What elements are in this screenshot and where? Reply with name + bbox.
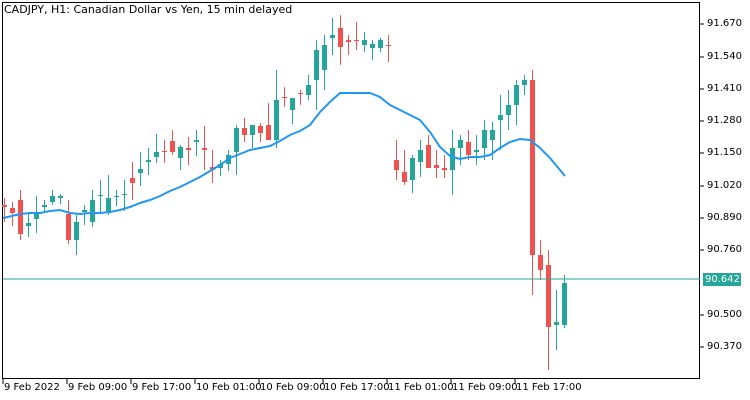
candle (338, 28, 343, 47)
candle (202, 148, 207, 150)
candle (250, 125, 255, 135)
candle (330, 35, 335, 38)
candle (154, 152, 159, 157)
candle (474, 150, 479, 152)
candle (346, 40, 351, 42)
price-label: 91.540 (707, 51, 742, 62)
candle (58, 196, 63, 198)
candle (562, 283, 567, 325)
candle (410, 158, 415, 180)
current-price-tag: 90.642 (703, 273, 741, 286)
candle (314, 50, 319, 80)
candle (114, 196, 119, 197)
candle (10, 208, 15, 213)
candle (466, 142, 471, 155)
candle (266, 125, 271, 140)
candle (378, 40, 383, 48)
candle (458, 140, 463, 148)
candle (506, 105, 511, 115)
candle (554, 322, 559, 325)
candle (66, 214, 71, 240)
candle (242, 128, 247, 135)
candle (170, 141, 175, 152)
candle (442, 168, 447, 170)
candle (298, 93, 303, 94)
price-label: 91.410 (707, 83, 742, 94)
candle (274, 100, 279, 140)
time-label: 9 Feb 2022 (4, 382, 60, 393)
candle (122, 194, 127, 195)
candle (394, 160, 399, 170)
candle (418, 150, 423, 162)
candle (34, 212, 39, 219)
candle (522, 80, 527, 85)
candle (162, 151, 167, 152)
candle (82, 210, 87, 212)
candle (218, 164, 223, 168)
price-label: 90.370 (707, 341, 742, 352)
candle (106, 198, 111, 213)
candle (234, 128, 239, 152)
price-label: 91.150 (707, 147, 742, 158)
axis-ticks (2, 23, 704, 384)
candle (426, 145, 431, 168)
candle (258, 126, 263, 133)
candle (546, 265, 551, 327)
candle (194, 140, 199, 142)
candle (482, 130, 487, 148)
time-label: 11 Feb 17:00 (516, 382, 582, 393)
time-label: 9 Feb 17:00 (132, 382, 192, 393)
candle (354, 40, 359, 41)
price-label: 91.670 (707, 18, 742, 29)
candle (282, 97, 287, 98)
candle (538, 255, 543, 270)
candle (98, 195, 103, 196)
candle (42, 205, 47, 207)
candle (530, 80, 535, 255)
chart-title: CADJPY, H1: Canadian Dollar vs Yen, 15 m… (4, 3, 293, 16)
candle (362, 40, 367, 45)
candle (490, 130, 495, 140)
candle (450, 148, 455, 170)
moving-average-line (2, 92, 566, 219)
time-label: 9 Feb 09:00 (68, 382, 128, 393)
candle (402, 172, 407, 182)
time-label: 10 Feb 09:00 (260, 382, 326, 393)
candle (2, 205, 7, 207)
candle (370, 44, 375, 48)
candle (186, 148, 191, 150)
candle (130, 178, 135, 183)
candle (26, 223, 31, 226)
candle (138, 169, 143, 173)
price-label: 90.890 (707, 212, 742, 223)
chart-frame[interactable] (2, 2, 700, 379)
candle (74, 222, 79, 240)
time-label: 11 Feb 01:00 (388, 382, 454, 393)
time-label: 10 Feb 01:00 (196, 382, 262, 393)
candle (90, 200, 95, 222)
candles (2, 15, 567, 370)
time-label: 11 Feb 09:00 (452, 382, 518, 393)
candle (290, 98, 295, 110)
price-label: 90.760 (707, 244, 742, 255)
price-label: 91.020 (707, 180, 742, 191)
price-label: 90.500 (707, 309, 742, 320)
price-label: 91.280 (707, 115, 742, 126)
candle (514, 85, 519, 105)
candle (50, 196, 55, 202)
time-label: 10 Feb 17:00 (324, 382, 390, 393)
candle (434, 165, 439, 168)
candle (306, 85, 311, 95)
candle (178, 147, 183, 158)
candle (146, 160, 151, 162)
candle (386, 45, 391, 46)
candle (498, 115, 503, 120)
candle (322, 45, 327, 70)
candle (18, 200, 23, 234)
